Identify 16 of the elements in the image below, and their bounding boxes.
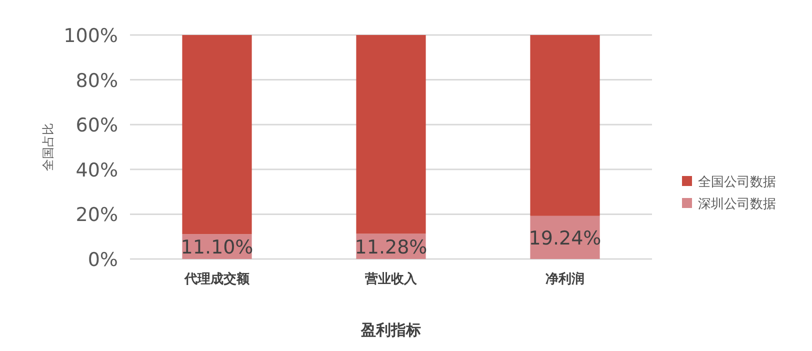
y-tick-label: 0%: [88, 249, 118, 271]
y-axis-title: 全国占比: [41, 123, 55, 171]
bar: [182, 35, 252, 234]
bar: [530, 35, 600, 216]
x-axis-title: 盈利指标: [360, 321, 421, 339]
x-tick-label: 净利润: [546, 271, 584, 287]
legend-label: 深圳公司数据: [698, 197, 776, 212]
x-tick-label: 营业收入: [364, 271, 418, 287]
x-tick-label: 代理成交额: [184, 271, 250, 287]
y-tick-label: 100%: [64, 25, 118, 47]
legend-label: 全国公司数据: [698, 175, 776, 190]
bar: [356, 35, 426, 234]
y-tick-label: 80%: [76, 70, 118, 92]
y-tick-label: 40%: [76, 159, 118, 182]
y-tick-label: 20%: [76, 204, 118, 226]
y-tick-label: 60%: [76, 114, 118, 137]
